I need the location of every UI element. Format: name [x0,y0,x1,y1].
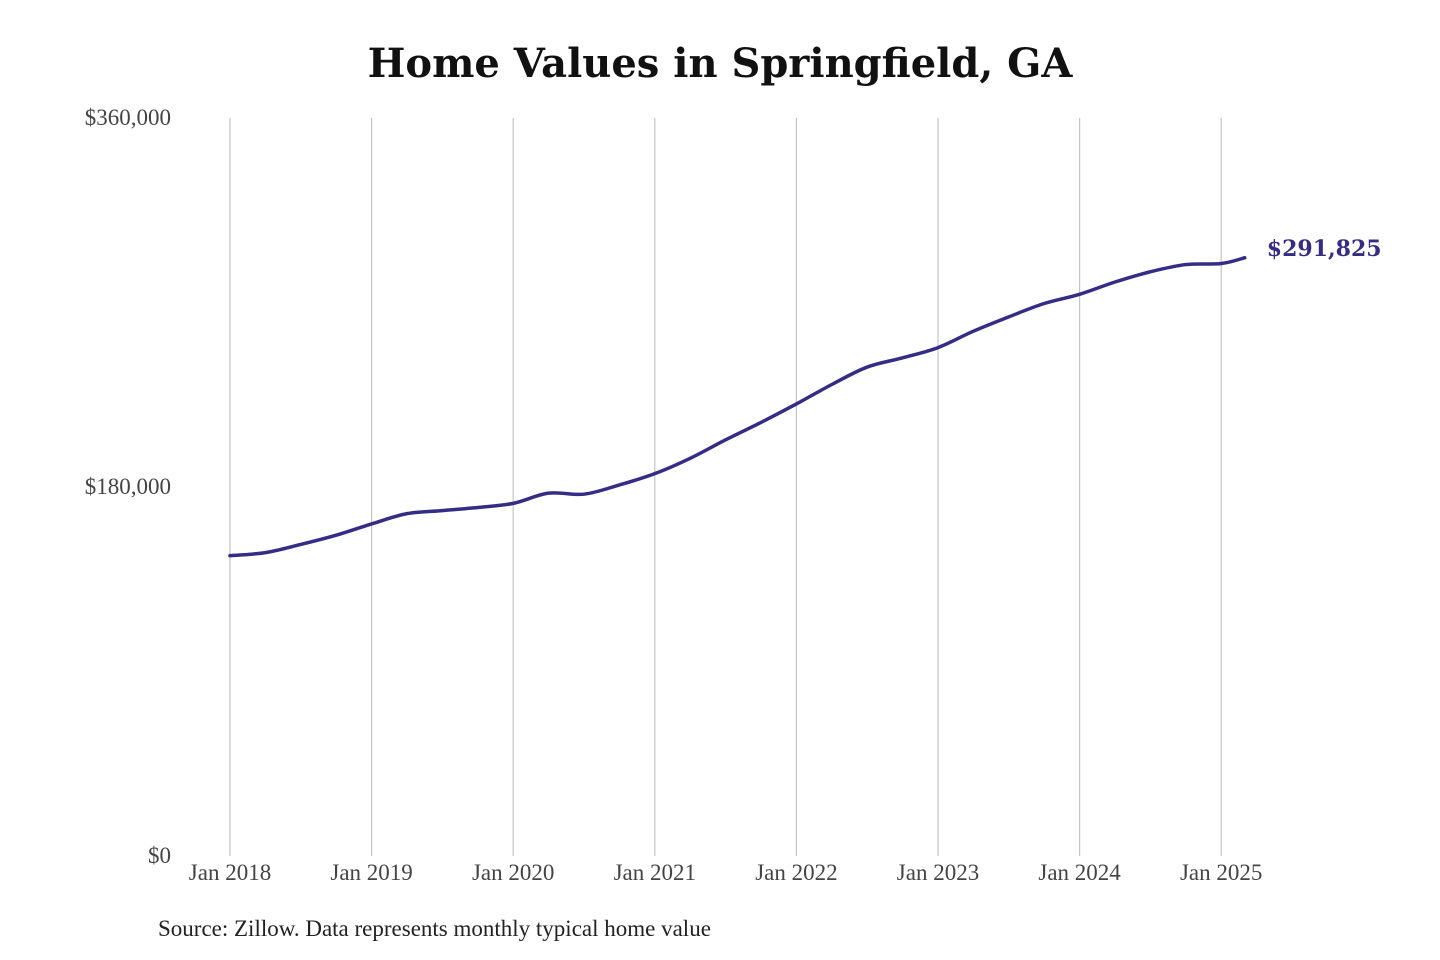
y-tick-label: $360,000 [85,105,171,130]
end-value-label: $291,825 [1267,236,1382,262]
x-tick-label: Jan 2024 [1038,860,1121,885]
x-tick-label: Jan 2021 [614,860,696,885]
chart-title: Home Values in Springfield, GA [367,40,1073,87]
y-tick-label: $180,000 [85,474,171,499]
source-note: Source: Zillow. Data represents monthly … [158,916,711,941]
x-tick-label: Jan 2018 [189,860,271,885]
series-line [228,256,1247,558]
x-axis-ticks: Jan 2018 Jan 2019 Jan 2020 Jan 2021 Jan 2022… [189,860,1263,885]
x-tick-label: Jan 2020 [472,860,554,885]
x-tick-label: Jan 2025 [1180,860,1262,885]
end-label-layer: $291,825 [1267,236,1382,262]
y-tick-label: $0 [148,843,171,868]
x-tick-label: Jan 2022 [755,860,837,885]
x-tick-label: Jan 2019 [330,860,412,885]
vertical-gridlines [229,118,1222,856]
x-tick-label: Jan 2023 [897,860,979,885]
series-layer [228,256,1247,558]
y-axis-ticks: $0 $180,000 $360,000 [85,105,171,868]
